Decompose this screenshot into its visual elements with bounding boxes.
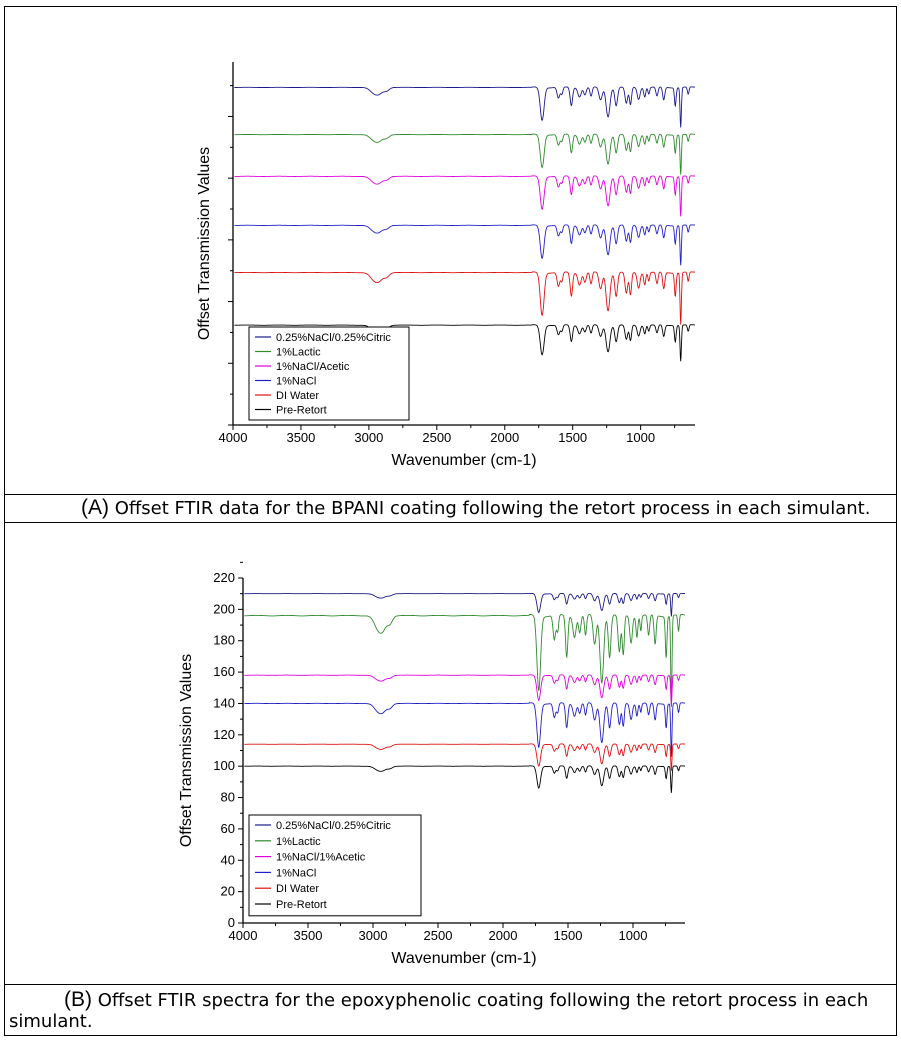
b-x-tick-label: 3000 <box>359 928 388 943</box>
chart-b: 4000 3500 3000 2500 2000 1500 1000 0 20 40 60 80 100… <box>178 561 686 967</box>
b-y-axis-title: Offset Transmission Values <box>178 654 195 847</box>
a-series-line-3 <box>234 224 696 266</box>
caption-b: (B) Offset FTIR spectra for the epoxyphe… <box>5 989 900 1032</box>
b-y-tick-label: 0 <box>228 915 235 930</box>
b-x-tick-label: 2500 <box>424 928 453 943</box>
a-x-axis-title: Wavenumber (cm-1) <box>391 452 536 469</box>
divider <box>5 984 896 985</box>
b-y-tick-label: 40 <box>221 852 235 867</box>
a-x-tick-label: 3500 <box>286 430 315 445</box>
a-legend-label: DI Water <box>276 390 319 402</box>
a-series-line-5 <box>234 324 695 362</box>
a-x-tick-label: 1500 <box>558 430 587 445</box>
b-legend-label: 0.25%NaCl/0.25%Citric <box>276 820 391 832</box>
b-x-tick-label: 1500 <box>554 928 583 943</box>
a-x-tick-label: 2500 <box>422 430 451 445</box>
b-x-tick-label: 4000 <box>229 928 258 943</box>
a-x-tick-label: 2000 <box>490 430 519 445</box>
a-series-line-2 <box>234 175 696 217</box>
caption-a: (A) Offset FTIR data for the BPANI coati… <box>5 497 901 519</box>
caption-a-text: Offset FTIR data for the BPANI coating f… <box>109 498 871 519</box>
a-series-line-0 <box>234 86 695 128</box>
b-y-tick-label: 80 <box>221 790 235 805</box>
b-y-tick-label: 120 <box>213 727 235 742</box>
b-series-line-1 <box>244 613 686 708</box>
a-x-tick-label: 3000 <box>354 430 383 445</box>
b-legend-label: DI Water <box>276 883 319 895</box>
b-y-tick-label: 140 <box>213 695 235 710</box>
caption-a-letter: (A) <box>81 496 109 519</box>
b-series-line-3 <box>244 702 685 757</box>
b-x-tick-label: 2000 <box>489 928 518 943</box>
b-x-axis-title: Wavenumber (cm-1) <box>391 950 536 967</box>
b-y-tick-label: 100 <box>213 758 235 773</box>
a-y-axis-title: Offset Transmission Values <box>196 147 213 340</box>
a-series-line-1 <box>234 133 695 175</box>
b-y-tick-label: 160 <box>213 664 235 679</box>
a-legend-label: 1%NaCl <box>276 376 316 388</box>
b-series-line-0 <box>244 592 685 617</box>
b-series-line-5 <box>244 765 685 793</box>
caption-b-letter: (B) <box>64 988 92 1011</box>
b-legend-label: 1%NaCl/1%Acetic <box>276 852 366 864</box>
b-legend-label: 1%Lactic <box>276 836 321 848</box>
a-legend-label: 1%NaCl/Acetic <box>276 361 350 373</box>
b-legend-label: Pre-Retort <box>276 899 327 911</box>
b-y-tick-label: 180 <box>213 633 235 648</box>
a-x-tick-label: 4000 <box>219 430 248 445</box>
b-x-tick-label: 3500 <box>294 928 323 943</box>
b-series-line-4 <box>244 743 686 771</box>
b-x-tick-label: 1000 <box>619 928 648 943</box>
a-series-line-4 <box>234 271 696 325</box>
a-legend-label: 0.25%NaCl/0.25%Citric <box>276 332 391 344</box>
a-legend-label: Pre-Retort <box>276 405 327 417</box>
b-y-tick-label: 220 <box>213 570 235 585</box>
b-y-tick-label: 60 <box>221 821 235 836</box>
caption-b-text: Offset FTIR spectra for the epoxyphenoli… <box>9 990 869 1032</box>
b-legend-box <box>248 814 422 917</box>
b-legend-label: 1%NaCl <box>276 867 316 879</box>
divider <box>5 522 896 523</box>
figure-table: 4000 3500 3000 2500 2000 1500 1000 Wavenumber (… <box>4 6 897 1036</box>
chart-a: 4000 3500 3000 2500 2000 1500 1000 Wavenumber (… <box>196 62 696 469</box>
b-y-tick-label: 200 <box>213 601 235 616</box>
a-x-tick-label: 1000 <box>626 430 655 445</box>
b-y-tick-label: 20 <box>221 884 235 899</box>
a-legend-label: 1%Lactic <box>276 347 321 359</box>
divider <box>5 494 896 495</box>
a-legend-box <box>248 326 410 421</box>
b-series-line-2 <box>244 674 685 706</box>
